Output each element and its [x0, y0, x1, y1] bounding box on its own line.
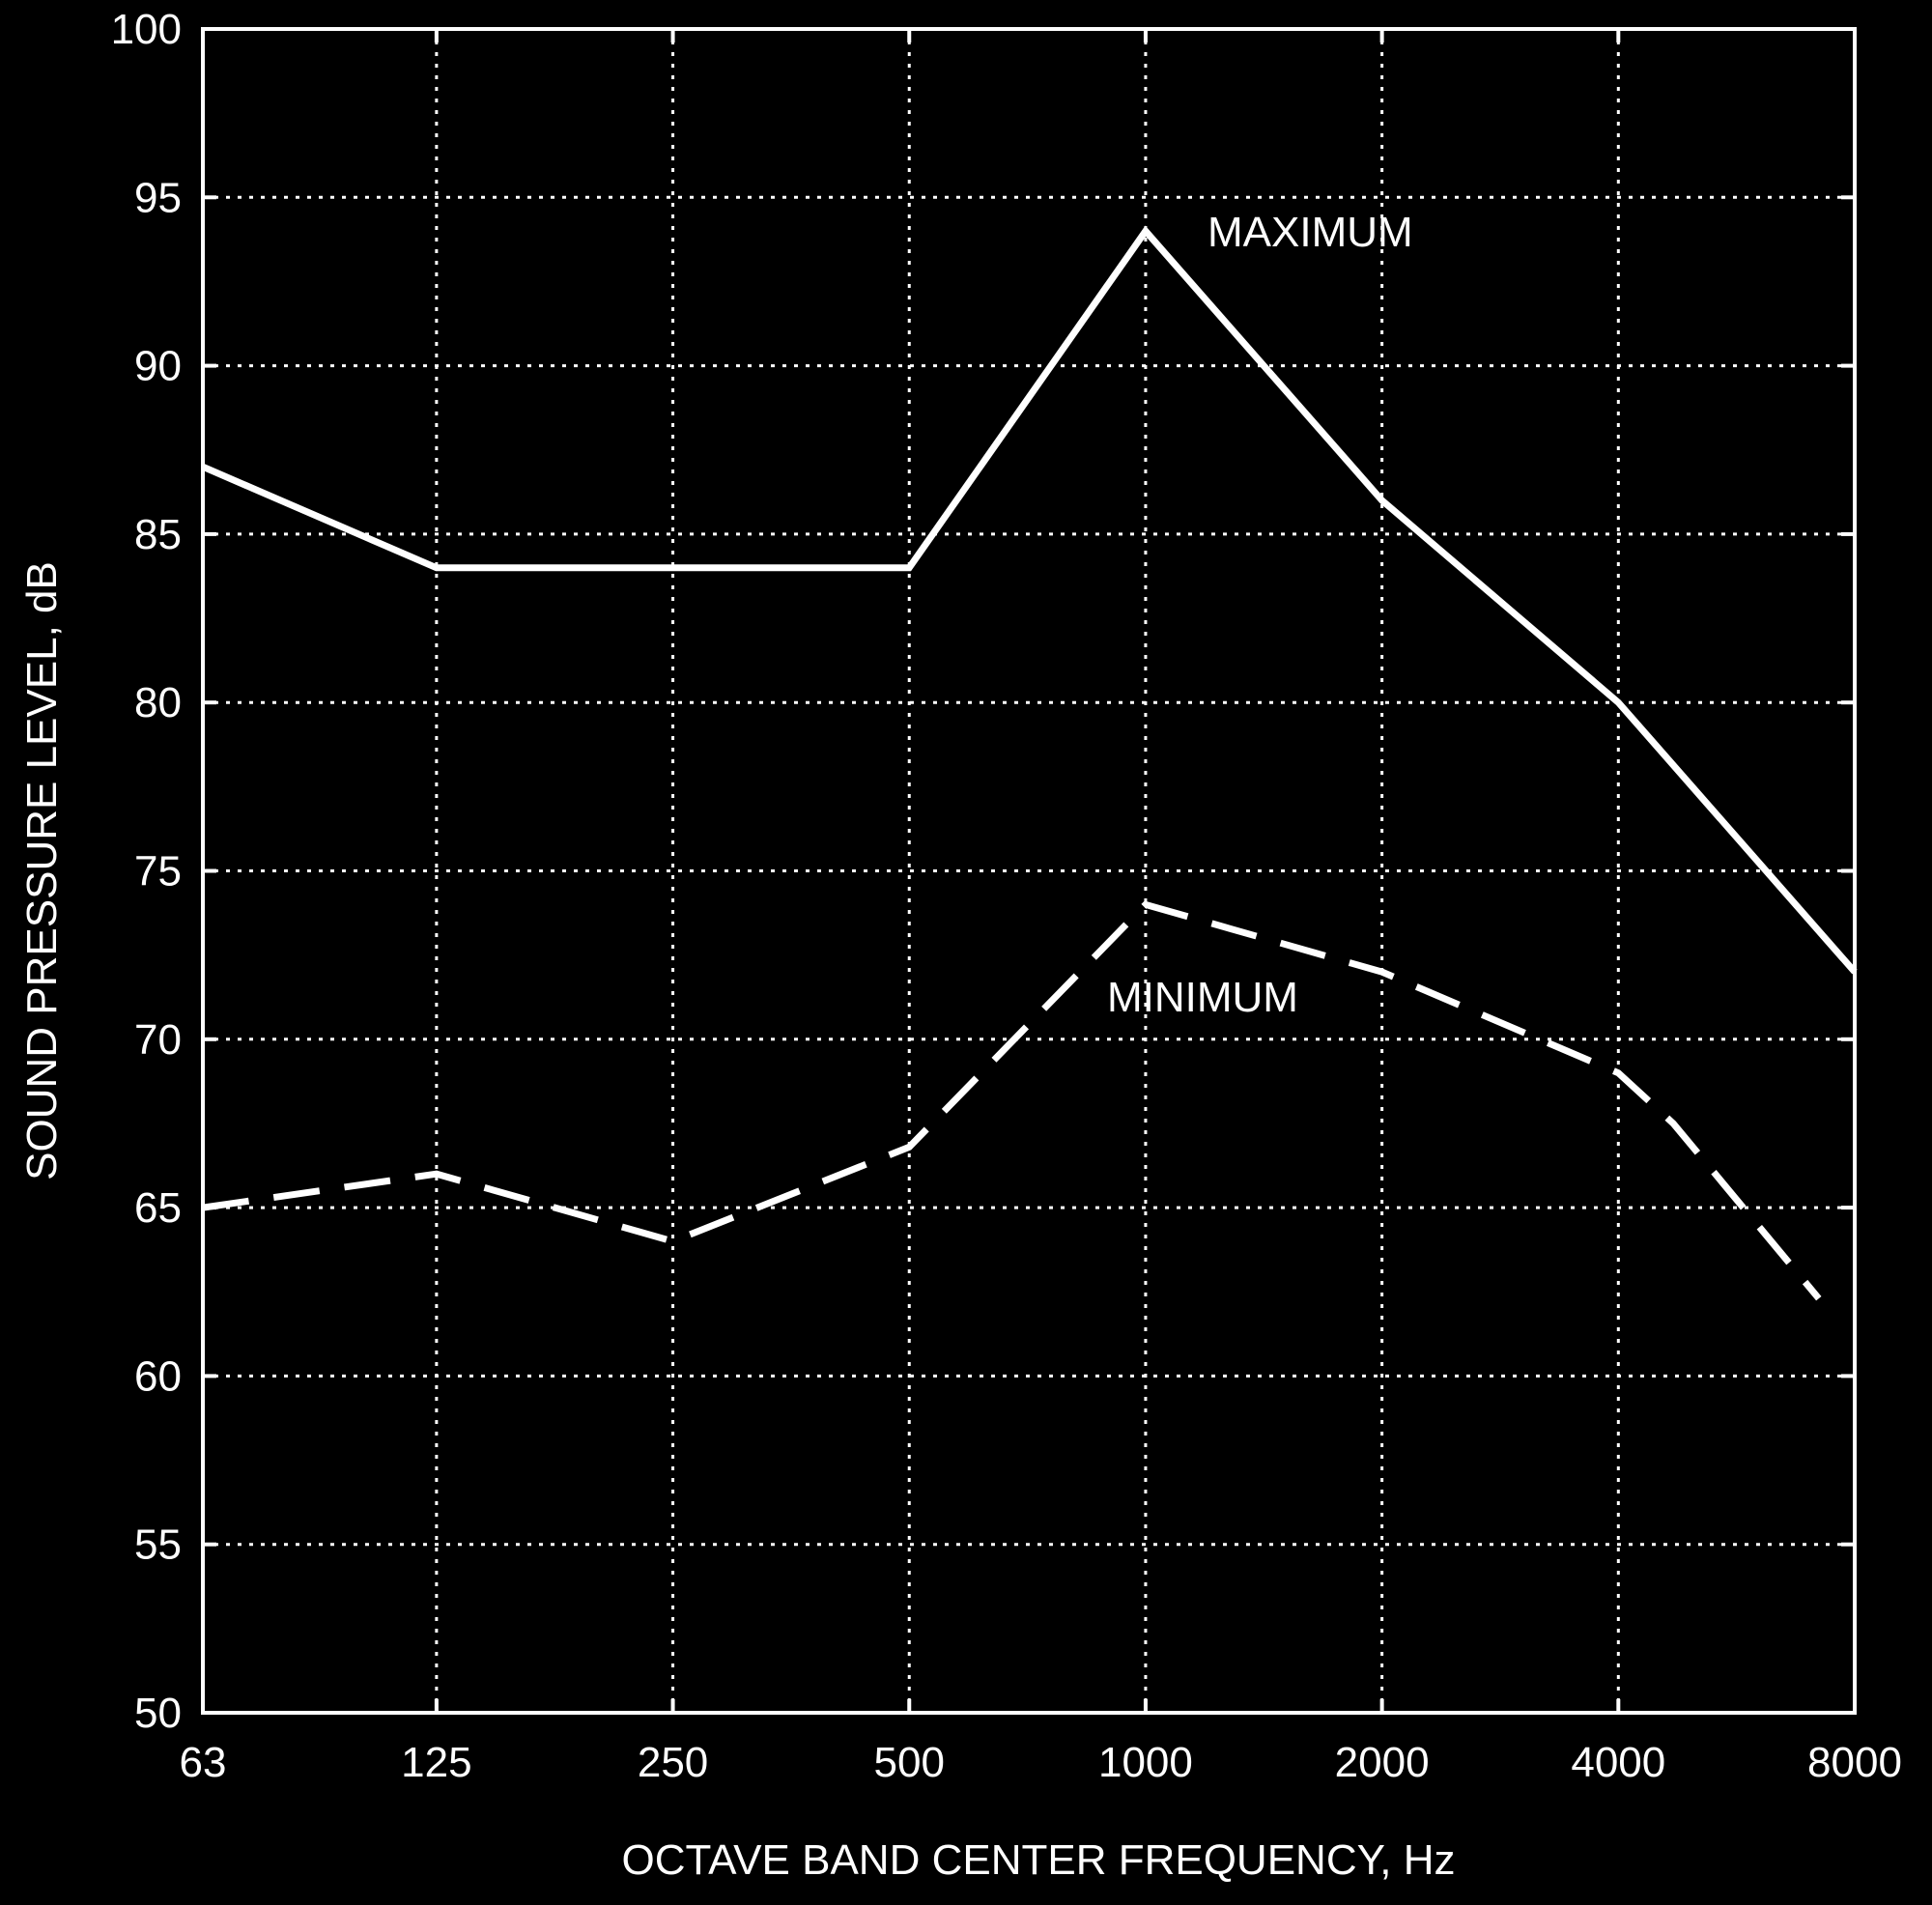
- x-tick-label: 2000: [1335, 1739, 1430, 1786]
- y-tick-label: 80: [134, 679, 182, 726]
- x-tick-label: 500: [874, 1739, 945, 1786]
- plot-frame: [201, 27, 1857, 1715]
- y-tick-label: 65: [134, 1184, 182, 1232]
- x-tick-label: 8000: [1807, 1739, 1902, 1786]
- y-tick-label: 100: [111, 6, 182, 53]
- x-axis-title: OCTAVE BAND CENTER FREQUENCY, Hz: [621, 1836, 1455, 1884]
- y-tick-label: 60: [134, 1352, 182, 1400]
- y-tick-label: 55: [134, 1521, 182, 1569]
- y-tick-label: 85: [134, 511, 182, 558]
- y-tick-label: 70: [134, 1016, 182, 1064]
- series-line-maximum: [201, 225, 1858, 975]
- y-tick-label: 90: [134, 343, 182, 390]
- y-axis-title: SOUND PRESSURE LEVEL, dB: [18, 561, 66, 1180]
- x-tick-label: 4000: [1571, 1739, 1665, 1786]
- series-label-minimum: MINIMUM: [1107, 974, 1298, 1021]
- gridlines: [201, 27, 1857, 1715]
- x-tick-label: 1000: [1098, 1739, 1193, 1786]
- y-tick-labels: 50 55 60 65 70 75 80 85 90 95 100: [111, 6, 182, 1737]
- series-line-minimum: [202, 900, 1822, 1301]
- y-tick-label: 75: [134, 848, 182, 896]
- x-tick-label: 125: [401, 1739, 471, 1786]
- y-tick-label: 50: [134, 1690, 182, 1737]
- series-lines: [201, 225, 1858, 1301]
- x-tick-labels: 63 125 250 500 1000 2000 4000 8000: [180, 1739, 1902, 1786]
- y-tick-label: 95: [134, 174, 182, 221]
- x-tick-label: 63: [180, 1739, 227, 1786]
- x-tick-label: 250: [638, 1739, 708, 1786]
- series-label-maximum: MAXIMUM: [1208, 209, 1413, 256]
